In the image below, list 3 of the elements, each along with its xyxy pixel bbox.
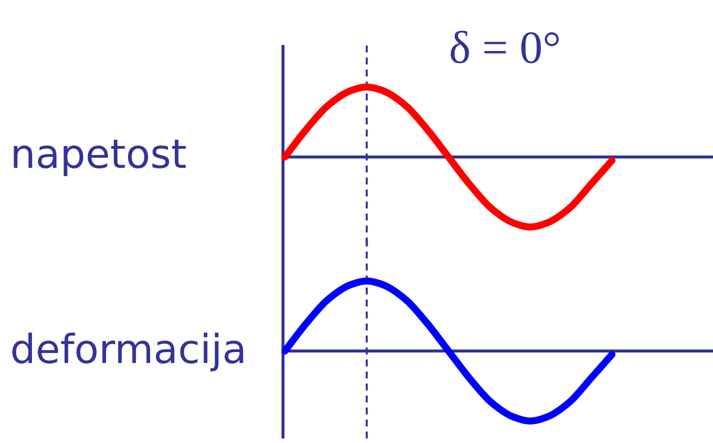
text: napetost [14, 140, 186, 176]
series-label: deformacija [12, 332, 244, 372]
chart-title: δ = 0° [450, 30, 559, 64]
